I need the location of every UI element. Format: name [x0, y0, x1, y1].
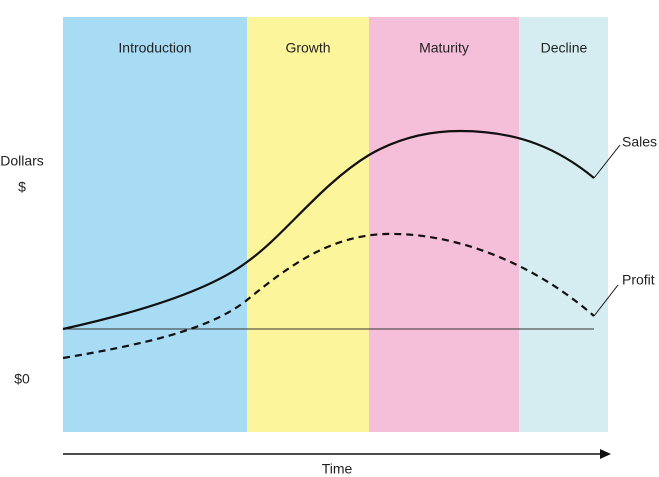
- leader-line: [593, 284, 619, 317]
- stage-band: [247, 17, 369, 432]
- x-axis-label: Time: [322, 461, 353, 477]
- curve-label: Sales: [622, 134, 657, 150]
- y-axis-zero: $0: [14, 371, 30, 387]
- stage-label: Introduction: [118, 40, 191, 56]
- stage-label: Decline: [541, 40, 588, 56]
- leader-line: [593, 144, 621, 179]
- stage-bands: [63, 17, 608, 432]
- y-axis-label: Dollars: [0, 153, 44, 169]
- stage-label: Growth: [285, 40, 330, 56]
- profit-curve: [62, 232, 595, 360]
- stage-label: Maturity: [419, 40, 469, 56]
- y-axis-unit: $: [18, 179, 26, 195]
- sales-curve: [62, 129, 595, 331]
- stage-band: [369, 17, 519, 432]
- stage-band: [63, 17, 247, 432]
- stage-band: [519, 17, 608, 432]
- curve-label: Profit: [622, 272, 655, 288]
- arrow-head: [600, 449, 611, 459]
